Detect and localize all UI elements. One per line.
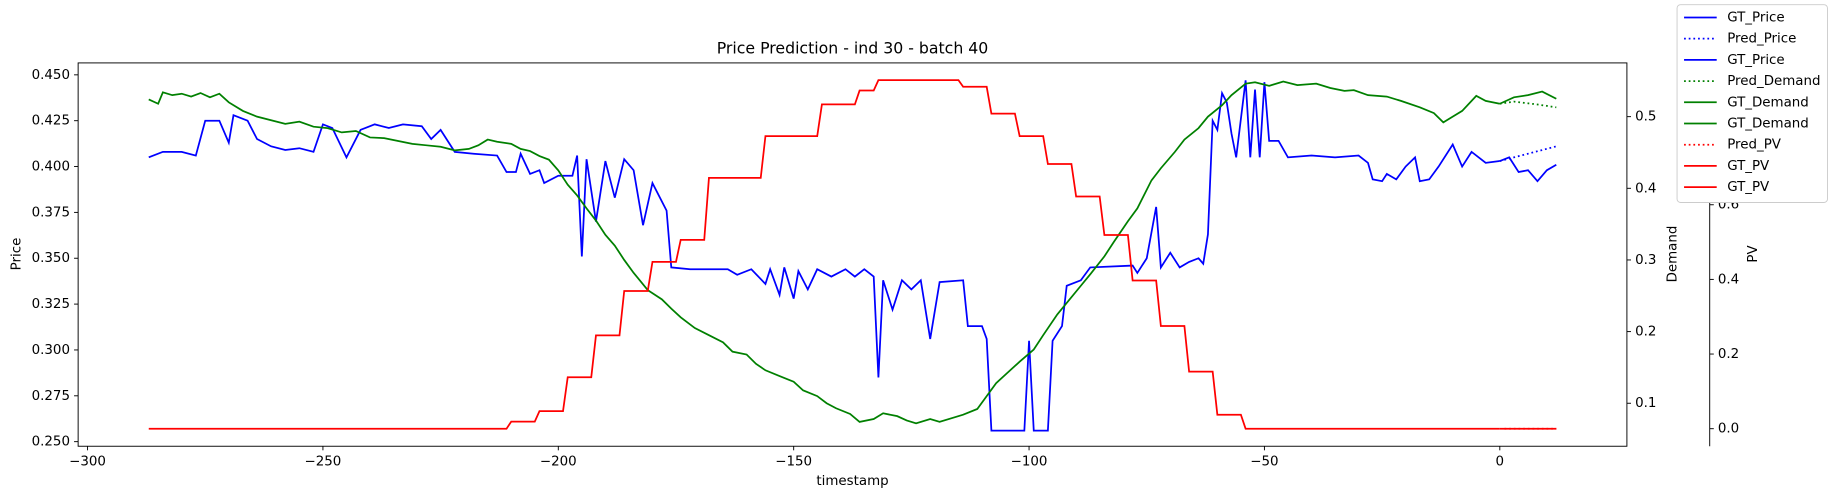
- y-tick-label: 0.250: [32, 435, 70, 450]
- y-tick-label: 0.350: [32, 251, 70, 266]
- legend-label: Pred_Demand: [1727, 74, 1820, 89]
- y3-tick-label: 0.0: [1718, 422, 1739, 437]
- legend-label: Pred_Price: [1727, 32, 1796, 47]
- series-line: [148, 79, 1500, 430]
- y-tick-label: 0.400: [32, 160, 70, 175]
- y2-tick-label: 0.2: [1635, 325, 1656, 340]
- legend-label: GT_Demand: [1727, 117, 1809, 132]
- chart-title: Price Prediction - ind 30 - batch 40: [717, 38, 989, 57]
- x-tick-label: −100: [1011, 454, 1048, 469]
- series-line: [148, 80, 1500, 425]
- x-tick-label: −200: [540, 454, 577, 469]
- x-tick-label: −150: [775, 454, 812, 469]
- x-axis-label: timestamp: [816, 474, 888, 489]
- legend-label: GT_Price: [1727, 10, 1784, 25]
- y-tick-label: 0.450: [32, 68, 70, 83]
- x-tick-label: −50: [1250, 454, 1278, 469]
- y3-tick-label: 0.2: [1718, 347, 1739, 362]
- y-tick-label: 0.425: [32, 114, 70, 129]
- y-axis-label: Price: [9, 238, 24, 271]
- series-line: [148, 80, 1500, 432]
- legend-label: GT_PV: [1727, 159, 1770, 174]
- legend-label: GT_PV: [1727, 180, 1770, 195]
- y-tick-label: 0.275: [32, 389, 70, 404]
- y-tick-label: 0.325: [32, 297, 70, 312]
- y2-tick-label: 0.5: [1635, 110, 1656, 125]
- x-tick-label: −250: [305, 454, 342, 469]
- legend-box: [1676, 4, 1828, 203]
- x-tick-label: −300: [69, 454, 106, 469]
- x-tick-label: 0: [1496, 454, 1505, 469]
- legend-label: GT_Demand: [1727, 95, 1809, 110]
- legend-label: GT_Price: [1727, 53, 1784, 68]
- series-line: [1499, 100, 1557, 109]
- y2-tick-label: 0.1: [1635, 396, 1656, 411]
- plot-frame: [77, 62, 1628, 447]
- y-tick-label: 0.300: [32, 343, 70, 358]
- y3-axis-label: PV: [1746, 245, 1761, 263]
- legend-label: Pred_PV: [1727, 138, 1782, 153]
- series-line: [1499, 156, 1557, 183]
- y2-tick-label: 0.4: [1635, 181, 1656, 196]
- y2-tick-label: 0.3: [1635, 253, 1656, 268]
- y-tick-label: 0.375: [32, 205, 70, 220]
- y3-tick-label: 0.4: [1718, 272, 1739, 287]
- series-line: [1499, 90, 1557, 105]
- y2-axis-label: Demand: [1665, 226, 1680, 283]
